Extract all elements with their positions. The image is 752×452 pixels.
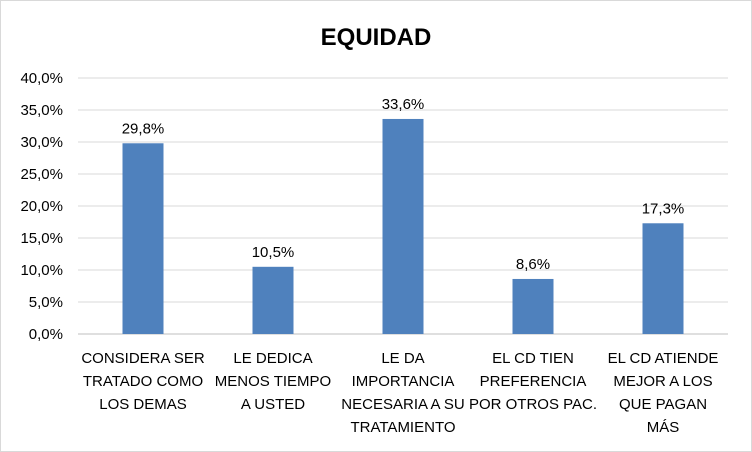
y-tick-label: 10,0% <box>20 262 63 279</box>
chart-title: EQUIDAD <box>321 24 432 51</box>
bars <box>122 118 684 335</box>
y-tick-label: 5,0% <box>29 294 63 311</box>
y-tick-label: 35,0% <box>20 102 63 119</box>
data-label: 29,8% <box>122 120 165 137</box>
data-label: 8,6% <box>516 256 550 273</box>
bar <box>122 143 164 334</box>
category-label: LE DEDICA MENOS TIEMPO A USTED <box>215 350 331 413</box>
y-tick-label: 25,0% <box>20 166 63 183</box>
category-label: CONSIDERA SER TRATADO COMO LOS DEMAS <box>81 350 205 413</box>
bar <box>252 266 294 334</box>
data-label: 33,6% <box>382 96 425 113</box>
data-labels: 29,8% 10,5% 33,6% 8,6% 17,3% <box>122 96 685 273</box>
y-tick-label: 0,0% <box>29 326 63 343</box>
y-tick-label: 15,0% <box>20 230 63 247</box>
category-label: EL CD ATIENDE MEJOR A LOS QUE PAGAN MÁS <box>608 350 719 436</box>
y-tick-label: 20,0% <box>20 198 63 215</box>
data-label: 10,5% <box>252 244 295 261</box>
category-label: LE DA IMPORTANCIA NECESARIA A SU TRATAMIENT… <box>341 350 464 436</box>
bar <box>512 278 554 334</box>
data-label: 17,3% <box>642 200 685 217</box>
y-tick-label: 40,0% <box>20 70 63 87</box>
y-tick-label: 30,0% <box>20 134 63 151</box>
bar <box>382 118 424 335</box>
category-label: EL CD TIEN PREFERENCIA POR OTROS PAC. <box>469 350 597 413</box>
y-axis-tick-labels: 0,0% 5,0% 10,0% 15,0% 20,0% 25,0% 30,0% 35,0% 40… <box>20 70 63 343</box>
bar <box>642 223 684 334</box>
